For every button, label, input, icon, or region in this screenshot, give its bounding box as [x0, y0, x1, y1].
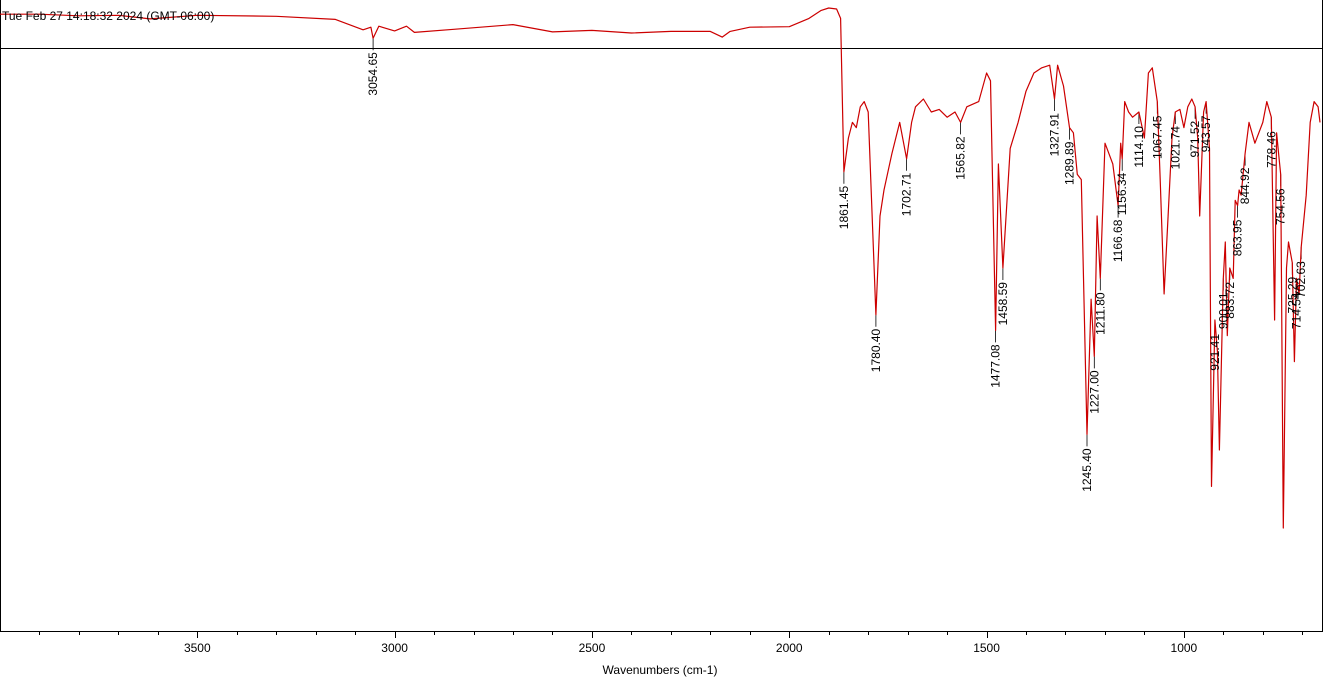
peak-label: 3054.65 — [366, 52, 380, 96]
peak-label: 863.95 — [1231, 219, 1245, 256]
peak-label: 844.92 — [1238, 167, 1252, 204]
x-tick-label: 1000 — [1171, 641, 1198, 655]
peak-label: 1114.10 — [1132, 126, 1146, 168]
peak-label: 1227.00 — [1087, 370, 1101, 414]
peak-label: 1565.82 — [954, 136, 968, 180]
peak-label: 725.29 — [1285, 276, 1299, 313]
peak-labels: 3054.65 1861.45 1780.40 1702.71 1565.82 1477.… — [366, 52, 1308, 492]
peak-label: 1861.45 — [837, 185, 851, 229]
peak-label: 1289.89 — [1063, 141, 1077, 185]
x-tick-label: 2500 — [579, 641, 606, 655]
x-tick-label: 3500 — [184, 641, 211, 655]
x-tick-label: 3000 — [381, 641, 408, 655]
x-tick-label: 2000 — [776, 641, 803, 655]
peak-label: 1067.45 — [1150, 115, 1164, 159]
peak-label: 778.46 — [1264, 131, 1278, 168]
x-axis-ticks — [39, 632, 1303, 638]
peak-label: 1327.91 — [1048, 113, 1062, 157]
peak-label: 754.56 — [1274, 188, 1288, 225]
peak-label: 714.54 — [1290, 292, 1304, 329]
peak-label: 702.63 — [1294, 261, 1308, 298]
peak-label: 1702.71 — [900, 172, 914, 216]
peak-label: 943.57 — [1199, 115, 1213, 152]
peak-label: 1021.74 — [1168, 126, 1182, 170]
peak-label: 1211.80 — [1093, 292, 1107, 335]
x-axis-tick-labels: 3500 3000 2500 2000 1500 1000 — [184, 641, 1198, 655]
peak-label: 883.72 — [1223, 282, 1237, 319]
peak-label: 1458.59 — [996, 282, 1010, 326]
peak-label: 1166.68 — [1111, 219, 1125, 262]
peak-label: 1780.40 — [869, 328, 883, 372]
peak-label: 1477.08 — [989, 344, 1003, 388]
timestamp-label: Tue Feb 27 14:18:32 2024 (GMT-06:00) — [2, 9, 214, 23]
peak-label: 900.01 — [1216, 292, 1230, 329]
x-axis-label: Wavenumbers (cm-1) — [603, 663, 718, 677]
peak-label: 1245.40 — [1080, 448, 1094, 492]
peak-label: 971.52 — [1188, 120, 1202, 157]
x-tick-label: 1500 — [973, 641, 1000, 655]
peak-label: 921.41 — [1208, 334, 1222, 371]
peak-label: 1156.34 — [1115, 172, 1129, 215]
spectrum-line — [0, 7, 1321, 529]
